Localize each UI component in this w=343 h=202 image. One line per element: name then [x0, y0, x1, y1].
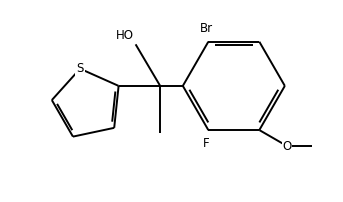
Text: S: S: [76, 62, 84, 75]
Text: F: F: [203, 137, 210, 150]
Text: HO: HO: [116, 29, 134, 42]
Text: O: O: [283, 140, 292, 153]
Text: Br: Br: [200, 22, 213, 35]
